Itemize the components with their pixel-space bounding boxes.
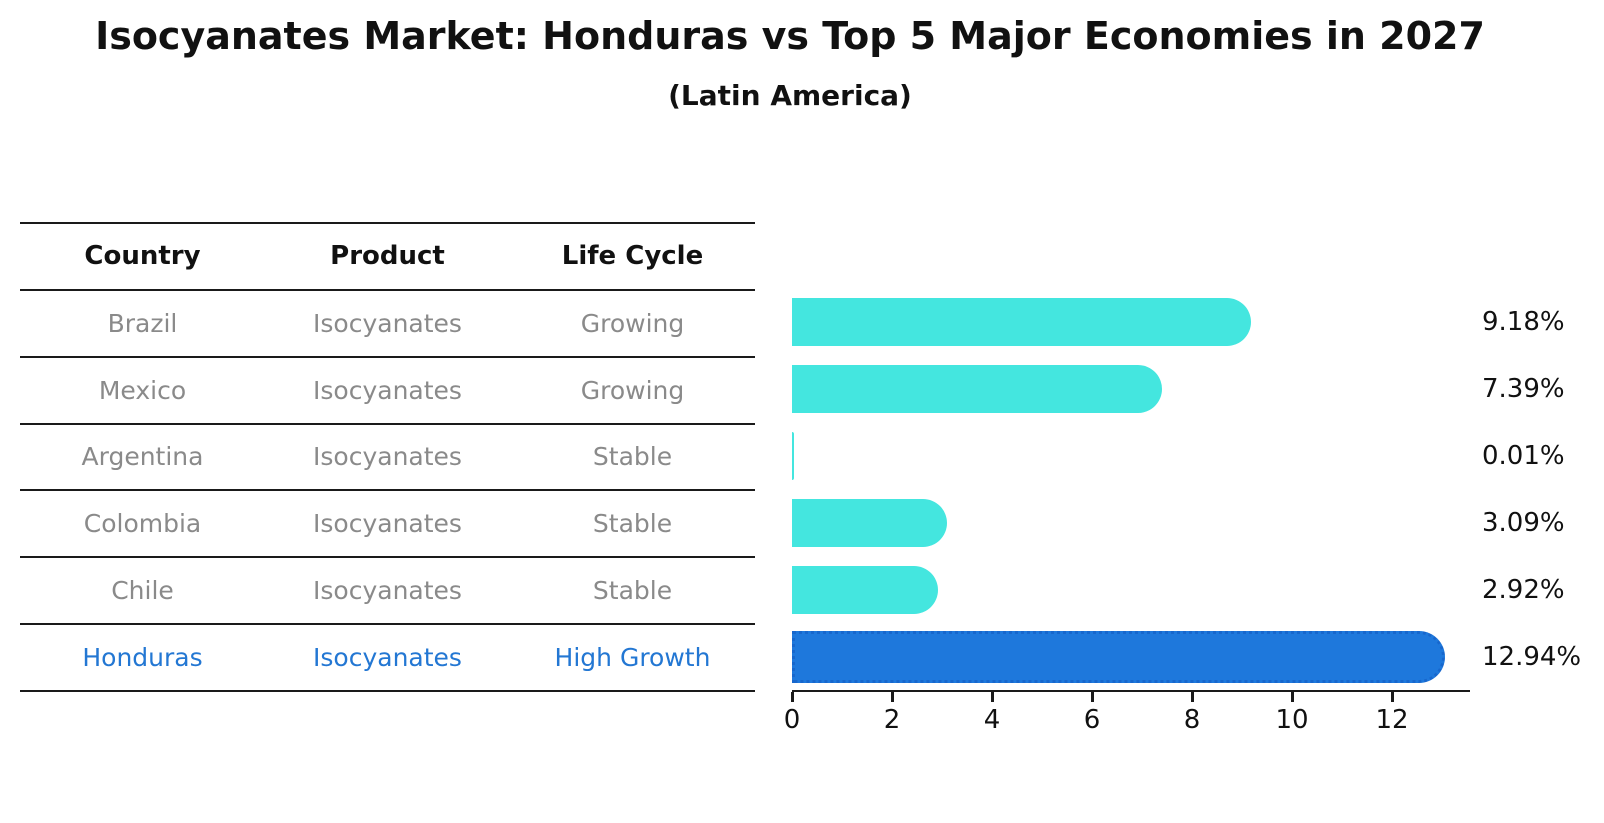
x-axis-tick — [991, 692, 994, 702]
x-axis-tick-label: 10 — [1275, 705, 1309, 735]
table-cell-life-cycle: Stable — [592, 576, 673, 606]
table-cell-country: Chile — [111, 576, 174, 606]
bar-value-labels: 9.18% 7.39% 0.01% 3.09% 2.92% 12.94% — [1482, 289, 1602, 690]
x-axis: 0 2 4 6 8 10 12 — [784, 692, 1470, 742]
table-cell-country: Argentina — [81, 442, 204, 472]
x-axis-tick — [1291, 692, 1294, 702]
x-axis-tick-label: 12 — [1375, 705, 1409, 735]
bar-slot — [792, 556, 1470, 623]
bar — [792, 298, 1251, 347]
table-cell-life-cycle: Stable — [592, 442, 673, 472]
bar — [792, 498, 947, 547]
table-cell-life-cycle: Growing — [580, 375, 685, 405]
table-cell-product: Isocyanates — [313, 643, 462, 673]
table-cell-product: Isocyanates — [313, 375, 462, 405]
table-header-row: Country Product Life Cycle — [20, 222, 755, 289]
bar-slot — [792, 623, 1470, 690]
bar-honduras-highlighted — [792, 630, 1445, 683]
bar-value-label: 3.09% — [1482, 507, 1565, 538]
bar — [792, 365, 1162, 414]
table-cell-life-cycle: High Growth — [554, 643, 711, 673]
x-axis-line — [792, 690, 1470, 692]
x-axis-tick — [891, 692, 894, 702]
x-axis-tick-label: 0 — [783, 705, 801, 735]
x-axis-tick-label: 6 — [1083, 705, 1101, 735]
x-axis-tick — [1391, 692, 1394, 702]
table-cell-country: Honduras — [82, 643, 203, 673]
bar — [792, 565, 938, 614]
x-axis-tick-label: 2 — [883, 705, 901, 735]
table-cell-country: Mexico — [98, 375, 187, 405]
bar-slot — [792, 289, 1470, 356]
table-cell-product: Isocyanates — [313, 442, 462, 472]
x-axis-tick — [791, 692, 794, 702]
bar-slot — [792, 356, 1470, 423]
bar-slot — [792, 490, 1470, 557]
table-header-cell: Country — [84, 241, 201, 272]
bar-value-label: 7.39% — [1482, 374, 1565, 405]
table-cell-country: Colombia — [83, 509, 202, 539]
table-row: Brazil Isocyanates Growing — [20, 288, 755, 356]
table-header-cell: Life Cycle — [561, 241, 704, 272]
chart-subtitle: (Latin America) — [668, 79, 912, 112]
table-cell-life-cycle: Growing — [580, 308, 685, 338]
bar-value-label: 12.94% — [1482, 641, 1582, 672]
x-axis-tick-label: 8 — [1183, 705, 1201, 735]
table-row: Mexico Isocyanates Growing — [20, 355, 755, 423]
x-axis-tick — [1091, 692, 1094, 702]
table-cell-product: Isocyanates — [313, 509, 462, 539]
table-row: Argentina Isocyanates Stable — [20, 422, 755, 490]
bar-value-label: 0.01% — [1482, 441, 1565, 472]
table-row: Chile Isocyanates Stable — [20, 556, 755, 623]
bar — [792, 432, 794, 481]
bar-plot-area — [792, 289, 1470, 690]
bar-value-label: 2.92% — [1482, 574, 1565, 605]
table-row: Honduras Isocyanates High Growth — [20, 623, 755, 690]
table-cell-product: Isocyanates — [313, 308, 462, 338]
country-table: Country Product Life Cycle Brazil Isocyanat… — [20, 222, 755, 692]
x-axis-tick — [1191, 692, 1194, 702]
bar-value-label: 9.18% — [1482, 307, 1565, 338]
table-row: Colombia Isocyanates Stable — [20, 489, 755, 556]
table-cell-product: Isocyanates — [313, 576, 462, 606]
chart-title: Isocyanates Market: Honduras vs Top 5 Ma… — [95, 14, 1485, 58]
table-header-cell: Product — [330, 241, 445, 272]
x-axis-tick-label: 4 — [983, 705, 1001, 735]
table-cell-life-cycle: Stable — [592, 509, 673, 539]
table-cell-country: Brazil — [107, 308, 178, 338]
bar-slot — [792, 423, 1470, 490]
